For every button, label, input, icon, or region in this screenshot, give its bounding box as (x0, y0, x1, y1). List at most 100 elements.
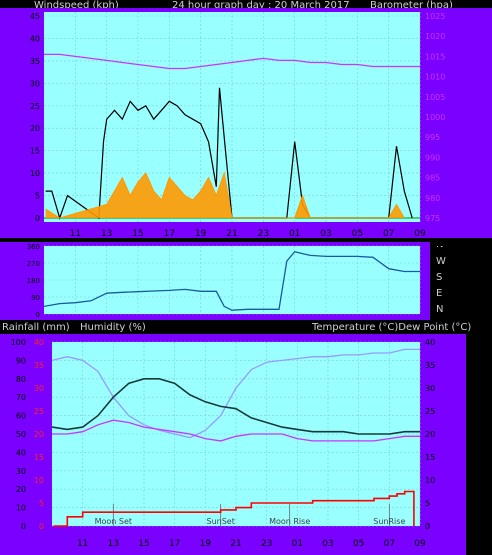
temperature-y-tick-label: 25 (425, 407, 435, 416)
temperature-y-tick-label: 30 (425, 384, 435, 393)
wind-y-tick-label: 20 (30, 124, 40, 133)
rainfall-axis-title: Rainfall (mm) (2, 322, 70, 333)
wind-x-tick-label: 13 (101, 229, 112, 239)
wind-x-tick-label: 09 (414, 229, 426, 239)
barometer-series (44, 53, 420, 70)
barometer-y-tick-label: 1010 (425, 73, 445, 82)
temp-x-tick-label: 07 (384, 539, 395, 549)
direction-y-tick-label: 180 (27, 277, 40, 285)
wind-x-tick-label: 21 (226, 229, 237, 239)
rain-y-tick-label: 0 (39, 522, 44, 531)
wind-y-tick-label: 10 (30, 169, 40, 178)
wind-y-tick-label: 35 (30, 57, 40, 66)
wind-y-tick-label: 40 (30, 34, 40, 43)
temp-x-tick-label: 11 (77, 539, 88, 549)
temp-x-tick-label: 21 (230, 539, 241, 549)
temperature-y-tick-label: 10 (425, 476, 435, 485)
barometer-y-tick-label: 1025 (425, 12, 445, 21)
humidity-y-tick-label: 30 (16, 467, 26, 476)
wind-y-tick-label: 25 (30, 102, 40, 111)
temperature-y-tick-label: 20 (425, 430, 435, 439)
event-marker-label: SunRise (373, 517, 405, 526)
rain-y-tick-label: 5 (39, 499, 44, 508)
rain-humidity-temperature-chart: 0102030405060708090100051015202530354005… (0, 334, 466, 555)
barometer-y-tick-label: 1000 (425, 113, 445, 122)
humidity-y-tick-label: 80 (16, 375, 26, 384)
barometer-axis-title: Barometer (hpa) (370, 0, 453, 11)
wind-y-tick-label: 5 (35, 192, 40, 201)
wind-y-tick-label: 15 (30, 147, 40, 156)
wind-y-tick-label: 30 (30, 79, 40, 88)
wind-y-tick-label: 0 (35, 214, 40, 223)
wind-x-tick-label: 17 (164, 229, 175, 239)
humidity-y-tick-label: 70 (16, 393, 26, 402)
compass-label-s: S (436, 272, 443, 283)
rain-y-tick-label: 10 (34, 476, 44, 485)
compass-label-e: E (436, 288, 443, 299)
temperature-y-tick-label: 0 (425, 522, 430, 531)
wind-x-tick-label: 03 (320, 229, 331, 239)
barometer-y-tick-label: 1020 (425, 32, 445, 41)
direction-y-tick-label: 0 (36, 311, 40, 319)
wind-x-tick-label: 05 (352, 229, 363, 239)
rain-y-tick-label: 40 (34, 338, 44, 347)
wind-x-tick-label: 23 (258, 229, 269, 239)
barometer-y-tick-label: 995 (425, 133, 440, 142)
direction-y-tick-label: 360 (27, 243, 40, 251)
wind-direction-chart: 0 90 180 270 360 (0, 242, 430, 320)
wind-x-tick-label: 01 (289, 229, 300, 239)
wind-x-tick-label: 19 (195, 229, 207, 239)
temperature-y-tick-label: 35 (425, 361, 435, 370)
barometer-y-tick-label: 1015 (425, 52, 445, 61)
temperature-axis-title: Temperature (°C)Dew Point (°C) (312, 322, 472, 333)
dewpoint-series (52, 419, 420, 442)
average-wind-area (45, 173, 405, 218)
temp-x-tick-label: 01 (292, 539, 303, 549)
wind-barometer-chart: 0510152025303540459759809859909951000100… (0, 8, 492, 246)
temperature-y-tick-label: 40 (425, 338, 435, 347)
barometer-y-tick-label: 990 (425, 153, 440, 162)
wind-y-tick-label: 45 (30, 12, 40, 21)
gust-series (45, 87, 413, 220)
temp-x-tick-label: 19 (200, 539, 212, 549)
event-marker-label: Moon Rise (269, 517, 310, 526)
temp-x-tick-label: 15 (138, 539, 149, 549)
rain-y-tick-label: 20 (34, 430, 44, 439)
average-wind-series (45, 171, 405, 219)
temperature-y-tick-label: 15 (425, 453, 435, 462)
event-marker-label: SunSet (206, 517, 234, 526)
rain-series (53, 490, 415, 527)
temperature-series (51, 377, 420, 435)
humidity-y-tick-label: 0 (21, 522, 26, 531)
rain-y-tick-label: 35 (34, 361, 44, 370)
temp-x-tick-label: 05 (353, 539, 364, 549)
event-marker-label: Moon Set (95, 517, 132, 526)
wind-x-tick-label: 07 (383, 229, 394, 239)
barometer-y-tick-label: 975 (425, 214, 440, 223)
humidity-axis-title: Humidity (%) (80, 322, 146, 333)
wind-x-tick-label: 11 (70, 229, 81, 239)
rain-y-tick-label: 30 (34, 384, 44, 393)
barometer-y-tick-label: 980 (425, 194, 440, 203)
humidity-y-tick-label: 10 (16, 504, 26, 513)
windspeed-axis-title: Windspeed (kph) (34, 0, 119, 11)
humidity-y-tick-label: 20 (16, 485, 26, 494)
barometer-y-tick-label: 1005 (425, 93, 445, 102)
humidity-y-tick-label: 100 (11, 338, 26, 347)
humidity-y-tick-label: 60 (16, 412, 26, 421)
temp-x-tick-label: 17 (169, 539, 180, 549)
temp-x-tick-label: 09 (414, 539, 426, 549)
humidity-y-tick-label: 50 (16, 430, 26, 439)
compass-label-n-bottom: N (436, 304, 444, 315)
compass-label-w: W (436, 256, 446, 267)
temperature-y-tick-label: 5 (425, 499, 430, 508)
rain-y-tick-label: 25 (34, 407, 44, 416)
barometer-y-tick-label: 985 (425, 174, 440, 183)
graph-title: 24 hour graph day : 20 March 2017 (172, 0, 350, 11)
humidity-y-tick-label: 90 (16, 356, 26, 365)
rain-y-tick-label: 15 (34, 453, 44, 462)
direction-y-tick-label: 270 (27, 260, 40, 268)
temp-x-tick-label: 13 (108, 539, 119, 549)
